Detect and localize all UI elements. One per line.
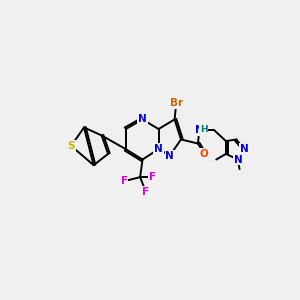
Text: F: F (121, 176, 128, 186)
Text: Br: Br (169, 98, 183, 108)
Text: F: F (148, 172, 156, 182)
Text: N: N (240, 144, 249, 154)
Text: N: N (165, 151, 174, 160)
Text: O: O (200, 149, 208, 159)
Text: N: N (138, 114, 147, 124)
Text: N: N (154, 144, 163, 154)
Text: H: H (200, 125, 207, 134)
Text: N: N (195, 125, 204, 135)
Text: S: S (68, 141, 75, 151)
Text: F: F (142, 187, 149, 196)
Text: N: N (234, 154, 242, 164)
